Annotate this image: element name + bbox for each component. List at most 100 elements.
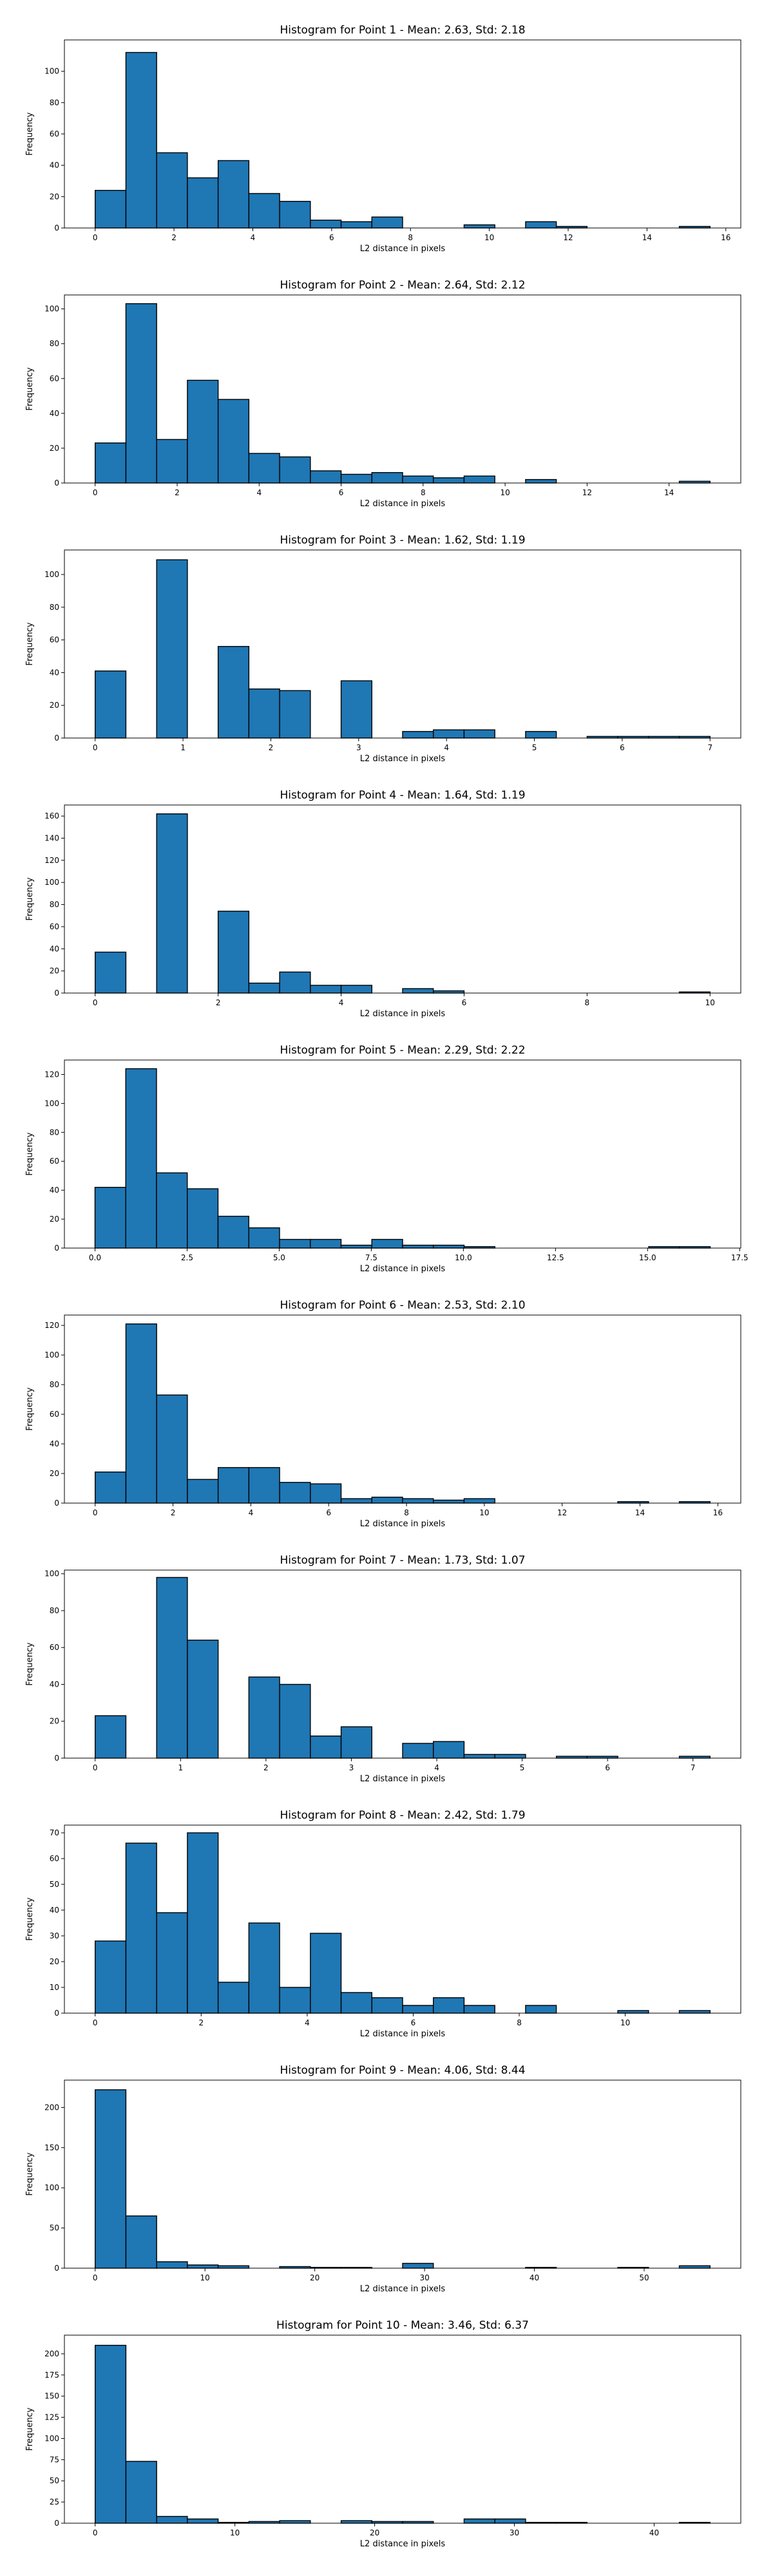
x-tick-label: 4: [339, 998, 344, 1007]
histogram-bar: [279, 2520, 311, 2524]
y-tick-label: 20: [50, 967, 59, 976]
x-axis-label: L2 distance in pixels: [360, 754, 446, 764]
y-tick-label: 120: [44, 856, 59, 865]
histogram-bar: [279, 456, 311, 484]
histogram-panel-9: Histogram for Point 9 - Mean: 4.06, Std:…: [25, 2064, 741, 2294]
histogram-bar: [279, 1987, 311, 2014]
x-tick-label: 2: [175, 488, 180, 497]
y-tick-label: 0: [54, 1499, 59, 1508]
histogram-bar: [433, 1244, 465, 1249]
x-tick-label: 6: [462, 998, 467, 1007]
x-tick-label: 0: [93, 2018, 98, 2027]
plot-frame: [64, 1314, 741, 1504]
x-tick-label: 10: [705, 998, 715, 1007]
y-tick-label: 40: [50, 668, 59, 677]
histogram-bar: [402, 2005, 434, 2014]
histogram-bar: [187, 1479, 219, 1504]
y-tick-label: 0: [54, 2009, 59, 2018]
x-tick-label: 0.0: [89, 1253, 101, 1262]
y-tick-label: 140: [44, 834, 59, 843]
x-tick-label: 4: [249, 1508, 254, 1517]
histogram-bar: [125, 1068, 157, 1249]
histogram-bar: [310, 1735, 342, 1759]
x-tick-label: 8: [517, 2018, 522, 2027]
histogram-bar: [156, 1912, 188, 2014]
x-tick-label: 10: [484, 233, 494, 242]
x-tick-label: 6: [605, 1763, 610, 1772]
y-tick-label: 100: [44, 2434, 59, 2443]
chart-title: Histogram for Point 1 - Mean: 2.63, Std:…: [280, 24, 525, 37]
histogram-bar: [310, 1933, 342, 2014]
x-tick-label: 12.5: [547, 1253, 564, 1262]
y-tick-label: 40: [50, 1439, 59, 1448]
x-tick-label: 2: [198, 2018, 204, 2027]
y-tick-label: 0: [54, 2264, 59, 2273]
histogram-bar: [217, 911, 250, 994]
x-tick-label: 3: [349, 1763, 354, 1772]
histogram-bar: [433, 1741, 465, 1759]
x-tick-label: 1: [180, 743, 186, 752]
x-tick-label: 17.5: [731, 1253, 749, 1262]
histogram-panel-6: Histogram for Point 6 - Mean: 2.53, Std:…: [25, 1299, 741, 1529]
y-tick-label: 20: [50, 1957, 59, 1966]
y-tick-label: 50: [50, 2224, 59, 2233]
histogram-bar: [187, 2264, 219, 2269]
y-tick-label: 120: [44, 1070, 59, 1079]
x-axis-label: L2 distance in pixels: [360, 1009, 446, 1019]
histogram-bar: [248, 688, 280, 739]
histogram-bar: [248, 193, 280, 229]
y-axis-label: Frequency: [25, 1897, 35, 1940]
histogram-bar: [433, 729, 465, 739]
x-axis-label: L2 distance in pixels: [360, 2284, 446, 2294]
histogram-bar: [94, 1186, 126, 1249]
x-tick-label: 0: [93, 998, 98, 1007]
x-tick-label: 10.0: [455, 1253, 472, 1262]
x-tick-label: 0: [93, 2528, 98, 2537]
x-tick-label: 10: [479, 1508, 489, 1517]
histogram-bar: [248, 453, 280, 484]
histogram-bar: [125, 2461, 157, 2524]
x-tick-label: 12: [557, 1508, 567, 1517]
y-tick-label: 80: [50, 339, 59, 348]
histogram-bar: [217, 1215, 249, 1249]
y-tick-label: 125: [44, 2413, 59, 2422]
histogram-bar: [463, 2518, 495, 2524]
histogram-bar: [371, 1997, 403, 2014]
x-tick-label: 2: [216, 998, 221, 1007]
y-tick-label: 100: [44, 1350, 59, 1359]
histogram-bar: [248, 982, 280, 994]
y-tick-label: 120: [44, 1321, 59, 1330]
histogram-bar: [310, 1483, 342, 1504]
y-axis-label: Frequency: [25, 2152, 35, 2195]
y-tick-label: 175: [44, 2371, 59, 2380]
histogram-bar: [156, 1577, 188, 1759]
histogram-bar: [217, 646, 250, 739]
histogram-bar: [217, 1982, 250, 2014]
histogram-bar: [402, 475, 434, 484]
y-tick-label: 40: [50, 1680, 59, 1689]
y-axis-label: Frequency: [25, 1387, 35, 1430]
plot-frame: [64, 1569, 741, 1759]
y-tick-label: 40: [50, 409, 59, 418]
x-tick-label: 4: [256, 488, 262, 497]
histogram-bar: [279, 200, 311, 229]
x-tick-label: 20: [370, 2528, 379, 2537]
y-tick-label: 80: [50, 900, 59, 909]
plot-frame: [64, 549, 741, 739]
histogram-bar: [525, 731, 557, 739]
y-axis-label: Frequency: [25, 367, 35, 410]
histogram-panel-4: Histogram for Point 4 - Mean: 1.64, Std:…: [25, 789, 741, 1019]
x-tick-label: 14: [642, 233, 652, 242]
x-tick-label: 7.5: [365, 1253, 377, 1262]
y-tick-label: 80: [50, 1606, 59, 1615]
chart-title: Histogram for Point 9 - Mean: 4.06, Std:…: [280, 2064, 525, 2077]
x-axis-label: L2 distance in pixels: [360, 2029, 446, 2039]
y-tick-label: 40: [50, 944, 59, 953]
histogram-bar: [187, 1832, 219, 2014]
histogram-bar: [187, 379, 219, 484]
y-tick-label: 40: [50, 1906, 59, 1915]
x-tick-label: 10: [200, 2273, 210, 2282]
y-tick-label: 80: [50, 1380, 59, 1389]
x-tick-label: 4: [251, 233, 256, 242]
histogram-bar: [494, 2518, 526, 2524]
